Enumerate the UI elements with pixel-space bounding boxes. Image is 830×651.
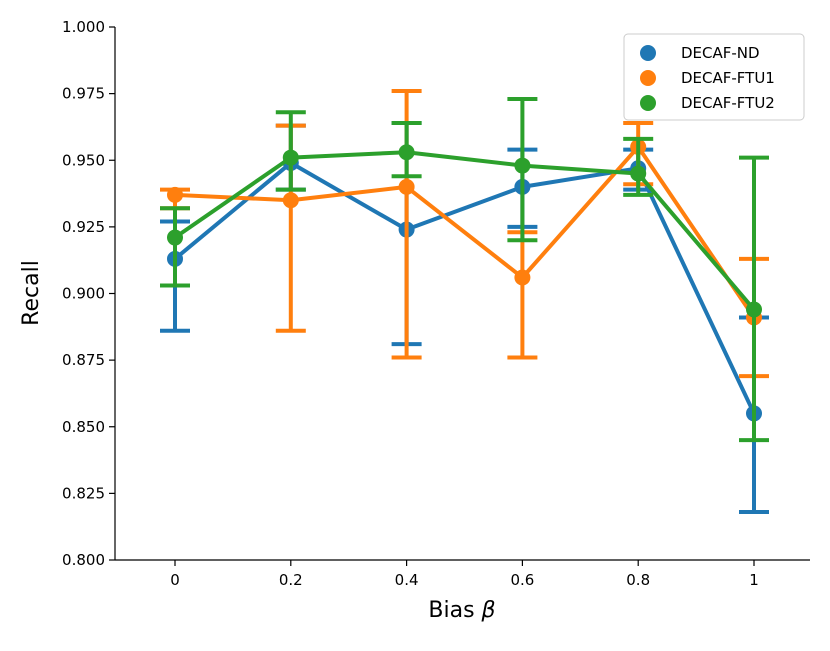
x-tick-label: 0 bbox=[170, 571, 180, 589]
data-point bbox=[630, 165, 647, 182]
series-decaf-ftu2 bbox=[160, 96, 769, 443]
x-tick-label: 0.6 bbox=[510, 571, 534, 589]
series-decaf-ftu1 bbox=[160, 88, 769, 379]
legend-marker bbox=[640, 45, 656, 61]
x-axis-label: Bias β bbox=[428, 598, 495, 623]
x-tick-label: 1 bbox=[749, 571, 759, 589]
y-tick-label: 0.800 bbox=[62, 551, 105, 569]
series-line bbox=[173, 150, 756, 311]
y-ticks: 0.800 0.825 0.850 0.875 0.900 0.925 0.950 0.975… bbox=[62, 18, 115, 569]
legend-label: DECAF-ND bbox=[681, 44, 760, 62]
x-ticks: 0 0.2 0.4 0.6 0.8 1 bbox=[170, 560, 759, 589]
data-point bbox=[398, 178, 415, 195]
y-tick-label: 0.950 bbox=[62, 151, 105, 169]
y-tick-label: 0.850 bbox=[62, 418, 105, 436]
data-point bbox=[514, 157, 531, 174]
y-tick-label: 0.875 bbox=[62, 351, 105, 369]
legend-marker bbox=[640, 95, 656, 111]
legend: DECAF-ND DECAF-FTU1 DECAF-FTU2 bbox=[623, 33, 805, 121]
y-tick-label: 0.825 bbox=[62, 484, 105, 502]
y-tick-label: 0.925 bbox=[62, 218, 105, 236]
y-tick-label: 0.900 bbox=[62, 285, 105, 303]
data-point bbox=[746, 301, 762, 318]
data-point bbox=[398, 144, 415, 161]
data-point bbox=[282, 149, 299, 166]
x-axis-label-text: Bias bbox=[428, 598, 474, 623]
series-line bbox=[174, 144, 756, 319]
x-tick-label: 0.4 bbox=[395, 571, 419, 589]
data-point bbox=[514, 269, 531, 286]
legend-label: DECAF-FTU2 bbox=[681, 94, 775, 112]
y-axis-label: Recall bbox=[19, 260, 44, 326]
x-tick-label: 0.8 bbox=[626, 571, 650, 589]
legend-label: DECAF-FTU1 bbox=[681, 69, 775, 87]
x-axis-label-symbol: β bbox=[481, 598, 496, 623]
data-point bbox=[167, 229, 183, 246]
x-tick-label: 0.2 bbox=[279, 571, 303, 589]
legend-marker bbox=[640, 70, 656, 86]
y-tick-label: 0.975 bbox=[62, 85, 105, 103]
plot-area bbox=[160, 88, 769, 515]
series-decaf-nd bbox=[160, 120, 769, 515]
series-line bbox=[173, 160, 756, 415]
legend-box bbox=[623, 33, 805, 121]
y-tick-label: 1.000 bbox=[62, 18, 105, 36]
data-point bbox=[167, 186, 183, 203]
data-point bbox=[282, 192, 299, 209]
